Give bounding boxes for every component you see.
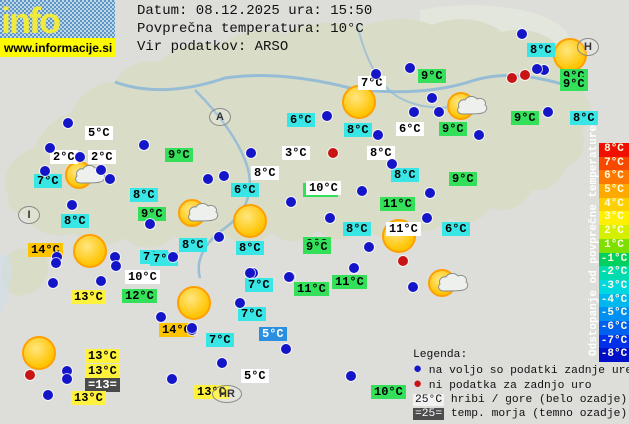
svg-text:info: info (1, 0, 60, 41)
svg-text:www.informacije.si: www.informacije.si (3, 41, 112, 55)
